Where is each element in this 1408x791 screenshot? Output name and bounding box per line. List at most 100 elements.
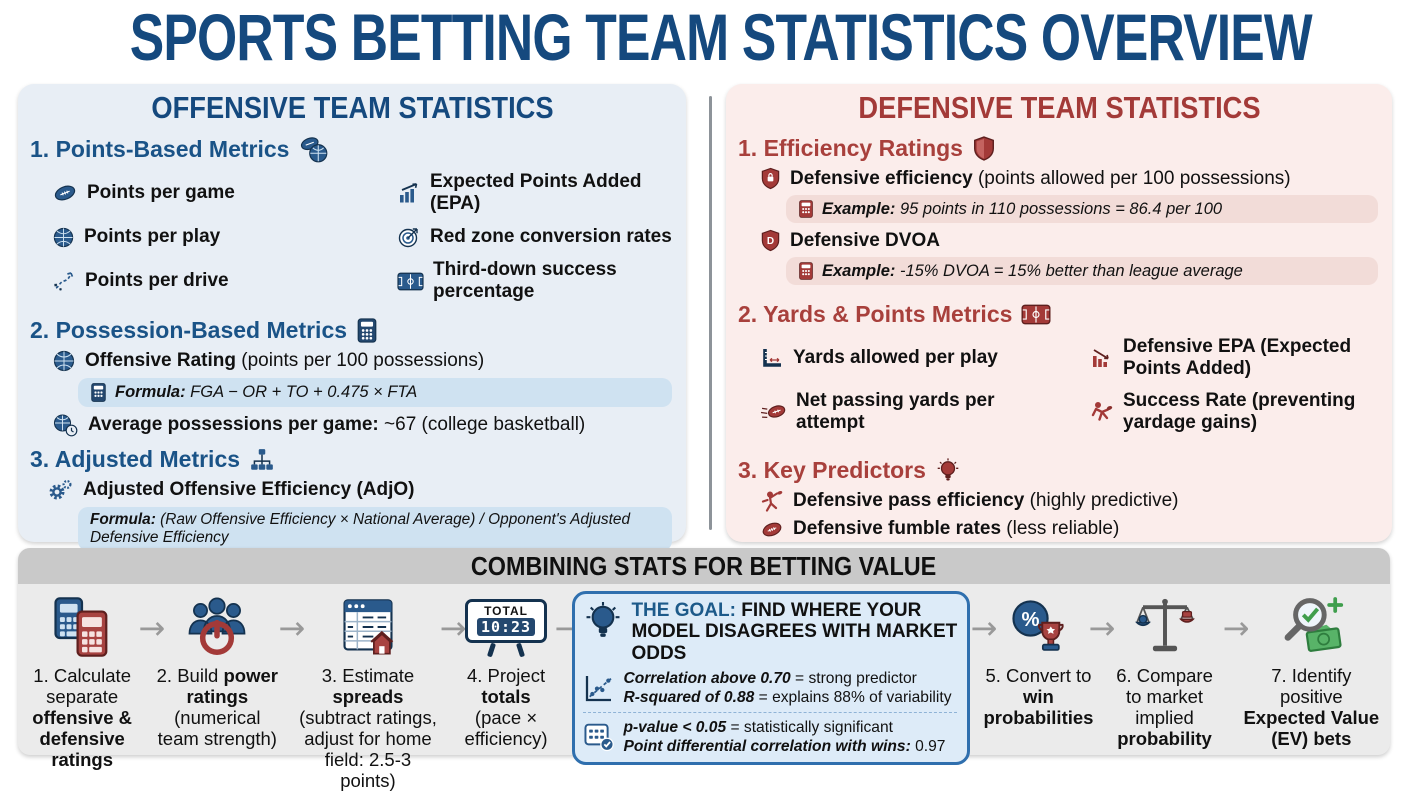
- defensive-panel: DEFENSIVE TEAM STATISTICS 1. Efficiency …: [726, 84, 1392, 567]
- offense-section-points: 1. Points-Based Metrics: [30, 135, 686, 163]
- list-item-label: Adjusted Offensive Efficiency (AdjO): [83, 479, 415, 500]
- list-item-label: Net passing yards per attempt: [796, 390, 995, 433]
- gears-icon: [49, 479, 72, 500]
- calculator-icon: [91, 383, 106, 402]
- flow-arrow-icon: →: [1088, 609, 1116, 647]
- list-item: Average possessions per game: ~67 (colle…: [52, 413, 686, 437]
- list-item: Points per drive: [52, 259, 363, 303]
- list-item-label: Points per game: [87, 182, 235, 203]
- qb-player-icon: [761, 490, 783, 512]
- list-item-label: Defensive fumble rates (less reliable): [793, 518, 1120, 539]
- list-item-label: Defensive efficiency (points allowed per…: [790, 167, 1291, 189]
- defensive-heading: DEFENSIVE TEAM STATISTICS: [857, 90, 1261, 125]
- workflow-step-1: 1. Calculate separate offensive & defens…: [26, 589, 138, 770]
- shield-d-icon: D: [761, 229, 780, 252]
- list-item-label: Success Rate (preventing yardage gains): [1123, 390, 1356, 433]
- list-item: Defensive pass efficiency (highly predic…: [760, 489, 1392, 513]
- calculator-icon: [799, 200, 813, 218]
- list-item-label: Third-down success percentage: [433, 259, 617, 302]
- balance-scale-icon: [1134, 598, 1195, 652]
- example-text: Example: -15% DVOA = 15% better than lea…: [822, 261, 1243, 280]
- workflow-step-6: 6. Compare to market implied probability: [1106, 589, 1222, 749]
- list-item: Offensive Rating (points per 100 possess…: [52, 349, 686, 373]
- offensive-heading-wrap: OFFENSIVE TEAM STATISTICS: [18, 90, 686, 126]
- list-item: D Defensive DVOA: [760, 229, 1392, 252]
- formula-box: Formula: (Raw Offensive Efficiency × Nat…: [78, 507, 672, 551]
- shield-lock-icon: [761, 167, 780, 190]
- two-calculators-icon: [54, 597, 108, 657]
- goal-title-row: THE GOAL: FIND WHERE YOUR MODEL DISAGREE…: [583, 600, 957, 664]
- goal-title: THE GOAL: FIND WHERE YOUR MODEL DISAGREE…: [631, 600, 958, 664]
- flow-arrow-icon: →: [439, 609, 467, 647]
- ruler-icon: [763, 349, 781, 367]
- magnifier-money-icon: [1284, 597, 1344, 652]
- defense-section-predictors-title: 3. Key Predictors: [738, 457, 926, 483]
- list-item: Points per play: [52, 225, 363, 249]
- scoreboard-total-label: TOTAL: [484, 603, 528, 618]
- workflow-step-3: 3. Estimate spreads (subtract ratings, a…: [296, 589, 439, 791]
- list-item: Points per game: [52, 171, 363, 215]
- offensive-heading: OFFENSIVE TEAM STATISTICS: [150, 90, 554, 125]
- list-item-label: Defensive EPA (Expected Points Added): [1123, 336, 1352, 379]
- list-item: Defensive fumble rates (less reliable): [760, 518, 1392, 540]
- defense-section-yards-title: 2. Yards & Points Metrics: [738, 301, 1013, 327]
- goal-significance-text: p-value < 0.05 = statistically significa…: [623, 718, 946, 755]
- list-item-label: Offensive Rating (points per 100 possess…: [85, 350, 485, 371]
- goal-significance-row: p-value < 0.05 = statistically significa…: [583, 711, 958, 756]
- calculator-icon: [799, 262, 813, 280]
- org-chart-icon: [251, 448, 273, 470]
- defense-section-predictors: 3. Key Predictors: [738, 457, 1392, 484]
- formula-text: Formula: FGA − OR + TO + 0.475 × FTA: [115, 383, 418, 401]
- list-item: Adjusted Offensive Efficiency (AdjO): [46, 478, 686, 502]
- lightbulb-icon: [586, 601, 620, 637]
- calculator-check-icon: [584, 723, 615, 751]
- workflow-step-label: 3. Estimate spreads (subtract ratings, a…: [299, 665, 437, 791]
- goal-box: THE GOAL: FIND WHERE YOUR MODEL DISAGREE…: [572, 591, 971, 765]
- list-item-label: Yards allowed per play: [793, 347, 998, 368]
- offense-section-possession: 2. Possession-Based Metrics: [30, 317, 686, 344]
- basketball-icon: [53, 350, 75, 372]
- combining-stats-section: COMBINING STATS FOR BETTING VALUE 1. Cal…: [18, 548, 1390, 791]
- list-item: Third-down success percentage: [397, 259, 686, 303]
- list-item: Yards allowed per play: [760, 336, 1056, 380]
- defense-section-yards: 2. Yards & Points Metrics: [738, 301, 1392, 328]
- flow-arrow-icon: →: [278, 609, 306, 647]
- workflow-step-label: 5. Convert to win probabilities: [983, 665, 1094, 729]
- list-item-label: Points per play: [84, 226, 221, 247]
- offensive-panel: OFFENSIVE TEAM STATISTICS 1. Points-Base…: [18, 84, 686, 613]
- field-icon: [1021, 304, 1051, 325]
- list-item-label: Defensive pass efficiency (highly predic…: [793, 490, 1179, 511]
- scatter-chart-icon: [586, 675, 612, 701]
- shield-icon: [973, 136, 994, 161]
- target-icon: [398, 228, 418, 248]
- svg-text:%: %: [1022, 609, 1040, 631]
- power-ratings-people-icon: [188, 597, 246, 656]
- football-icon: [762, 522, 782, 536]
- offense-section-adjusted: 3. Adjusted Metrics: [30, 446, 686, 473]
- scoreboard-icon: TOTAL 10:23: [465, 598, 548, 657]
- page-header: SPORTS BETTING TEAM STATISTICS OVERVIEW: [0, 1, 1408, 75]
- list-item: Success Rate (preventing yardage gains): [1090, 390, 1392, 434]
- workflow-step-7: 7. Identify positive Expected Value (EV)…: [1241, 589, 1382, 749]
- offense-section-points-title: 1. Points-Based Metrics: [30, 135, 290, 162]
- offense-section-possession-title: 2. Possession-Based Metrics: [30, 317, 348, 343]
- chart-up-icon: [400, 183, 418, 203]
- workflow-step-label: 2. Build power ratings (numerical team s…: [156, 665, 278, 750]
- list-item-label: Average possessions per game: ~67 (colle…: [88, 414, 586, 435]
- flow-arrow-icon: →: [554, 609, 582, 647]
- football-icon: [54, 185, 76, 201]
- combining-stats-title: COMBINING STATS FOR BETTING VALUE: [471, 550, 937, 581]
- formula-text: Formula: (Raw Offensive Efficiency × Nat…: [90, 511, 631, 546]
- flow-arrow-icon: →: [138, 609, 166, 647]
- example-box: Example: -15% DVOA = 15% better than lea…: [786, 257, 1378, 285]
- list-item: Net passing yards per attempt: [760, 390, 1056, 434]
- flow-arrow-icon: →: [1222, 609, 1250, 647]
- list-item: Red zone conversion rates: [397, 225, 686, 249]
- workflow-step-2: 2. Build power ratings (numerical team s…: [156, 589, 278, 749]
- workflow-step-5: % 5. Convert to win probabilities: [983, 589, 1093, 728]
- list-item: Defensive efficiency (points allowed per…: [760, 167, 1392, 190]
- lightbulb-icon: [937, 458, 959, 481]
- betting-workflow: 1. Calculate separate offensive & defens…: [18, 584, 1390, 791]
- goal-correlation-row: Correlation above 0.70 = strong predicto…: [583, 669, 957, 707]
- svg-text:D: D: [767, 236, 774, 247]
